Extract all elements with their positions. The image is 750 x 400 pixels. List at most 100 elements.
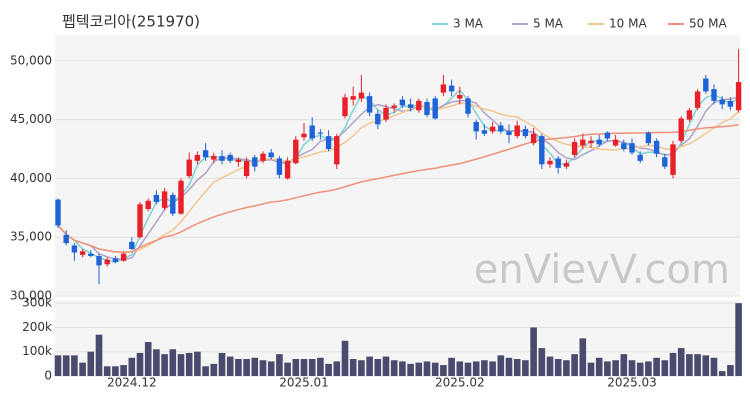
volume-bar xyxy=(612,360,619,376)
candle-body xyxy=(284,160,291,179)
volume-bar xyxy=(415,362,423,376)
candle-body xyxy=(293,139,299,164)
candle-body xyxy=(399,99,406,106)
y-tick-label: 45,000 xyxy=(10,112,52,126)
candle-body xyxy=(580,139,586,146)
candle-body xyxy=(498,125,504,132)
x-tick-label: 2025.03 xyxy=(607,376,657,390)
volume-bar xyxy=(554,359,562,376)
x-tick-label: 2025.02 xyxy=(435,376,485,390)
candle-body xyxy=(670,144,676,175)
candle-body xyxy=(719,99,725,105)
volume-bar xyxy=(308,359,316,376)
volume-bar xyxy=(686,354,693,376)
volume-bar xyxy=(677,348,685,376)
volume-bar xyxy=(505,357,513,376)
candle-body xyxy=(96,256,102,266)
volume-bar xyxy=(661,360,669,376)
candle-body xyxy=(711,89,717,101)
candle-body xyxy=(432,98,438,119)
candle-body xyxy=(260,153,266,161)
volume-bar xyxy=(194,351,201,376)
volume-bar xyxy=(399,361,406,376)
price-plot-bg xyxy=(55,35,740,296)
candle-body xyxy=(489,126,496,132)
volume-bar xyxy=(153,349,160,376)
candle-body xyxy=(366,96,373,113)
volume-bar xyxy=(128,357,136,376)
volume-bar xyxy=(218,352,226,376)
candle-body xyxy=(178,180,184,214)
volume-bar xyxy=(407,363,414,376)
chart-title: 펩텍코리아(251970) xyxy=(62,13,200,31)
candle-body xyxy=(703,78,709,92)
candle-body xyxy=(629,143,635,153)
volume-bar xyxy=(333,361,341,376)
volume-bar xyxy=(636,362,644,376)
volume-bar xyxy=(563,360,570,376)
volume-bar xyxy=(513,359,521,376)
candle-body xyxy=(653,140,660,154)
candle-body xyxy=(219,156,225,161)
volume-bar xyxy=(235,359,242,376)
candle-body xyxy=(71,245,78,253)
volume-bar xyxy=(144,342,152,376)
volume-bar xyxy=(620,354,628,376)
candle-body xyxy=(334,136,340,165)
candle-body xyxy=(202,150,209,158)
candle-body xyxy=(506,131,512,135)
volume-bar xyxy=(595,357,603,376)
volume-bar xyxy=(546,356,554,376)
volume-bar xyxy=(161,354,168,376)
candle-body xyxy=(539,136,545,165)
volume-bar xyxy=(702,355,710,376)
candle-body xyxy=(55,199,61,226)
volume-bar xyxy=(366,356,373,376)
volume-bar xyxy=(62,355,70,376)
volume-bar xyxy=(718,371,726,376)
candle-body xyxy=(342,97,348,117)
candle-body xyxy=(120,253,127,261)
candle-body xyxy=(457,94,463,99)
volume-bar xyxy=(587,362,595,376)
volume-bar xyxy=(267,361,275,376)
volume-bar xyxy=(423,361,431,376)
volume-bar xyxy=(456,361,464,376)
watermark: enVievV.com xyxy=(474,247,730,293)
volume-bar xyxy=(571,354,578,376)
candle-body xyxy=(161,191,168,208)
candle-body xyxy=(186,159,192,177)
volume-bar xyxy=(694,354,701,376)
volume-bar xyxy=(54,355,62,376)
candle-body xyxy=(424,102,430,115)
candle-body xyxy=(596,139,602,145)
candle-body xyxy=(276,158,283,175)
volume-bar xyxy=(185,352,193,376)
volume-bar xyxy=(448,357,455,376)
candle-body xyxy=(530,133,537,144)
x-tick-label: 2025.01 xyxy=(279,376,329,390)
candle-body xyxy=(252,157,258,167)
volume-bar xyxy=(653,357,660,376)
candle-body xyxy=(407,104,414,108)
volume-bar xyxy=(259,360,267,376)
candle-body xyxy=(194,154,201,161)
volume-bar xyxy=(300,359,308,376)
volume-bar xyxy=(284,362,291,376)
volume-bar xyxy=(87,351,95,376)
volume-bar xyxy=(349,359,357,376)
candle-body xyxy=(465,98,471,114)
candle-body xyxy=(268,152,274,158)
candle-body xyxy=(243,160,250,177)
y-tick-label: 30,000 xyxy=(10,289,52,303)
legend-label: 5 MA xyxy=(533,17,564,31)
volume-bar xyxy=(645,361,652,376)
candle-body xyxy=(727,100,734,107)
candle-body xyxy=(358,92,365,99)
volume-bar xyxy=(481,360,488,376)
volume-bar xyxy=(440,365,447,376)
volume-bar xyxy=(727,365,734,376)
candle-body xyxy=(588,140,594,144)
candle-body xyxy=(522,129,529,137)
volume-bar xyxy=(710,357,718,376)
